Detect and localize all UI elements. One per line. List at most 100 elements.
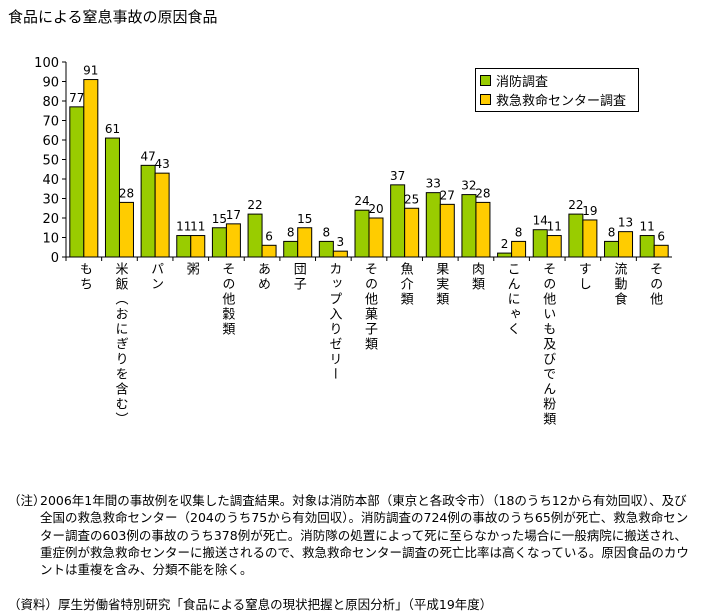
bar (390, 184, 406, 258)
bar (511, 240, 527, 258)
x-tick-label: パン (148, 262, 164, 292)
bar (225, 223, 241, 258)
y-tick-label: 0 (51, 251, 59, 266)
bar (532, 229, 548, 258)
bar (425, 192, 441, 258)
bar (354, 209, 370, 258)
data-label: 77 (69, 91, 84, 105)
data-label: 22 (568, 198, 583, 212)
data-label: 28 (119, 186, 134, 200)
y-tick-label: 80 (42, 95, 59, 110)
data-label: 19 (582, 204, 597, 218)
bar (497, 252, 513, 258)
bar (639, 235, 655, 258)
bar (461, 194, 477, 258)
bar (618, 231, 634, 258)
data-label: 47 (140, 149, 155, 163)
bar (83, 79, 99, 258)
y-tick-label: 20 (42, 212, 59, 227)
data-label: 11 (547, 220, 562, 234)
x-tick-label: 肉類 (468, 262, 484, 292)
data-label: 11 (176, 220, 191, 234)
bar (546, 235, 562, 258)
bar (368, 217, 384, 258)
bar (118, 201, 134, 258)
x-tick-label: その他菓子類 (362, 262, 377, 352)
x-tick-label: その他いも及びでん粉類 (540, 262, 556, 427)
data-label: 37 (390, 169, 405, 183)
legend-label: 救急救命センター調査 (496, 94, 627, 109)
data-label: 17 (226, 208, 241, 222)
x-tick-label: 団子 (290, 262, 306, 292)
y-tick-label: 70 (42, 115, 59, 130)
data-label: 8 (608, 225, 616, 239)
y-tick-label: 10 (42, 232, 59, 247)
bar (190, 235, 206, 258)
data-label: 8 (287, 225, 295, 239)
bar (211, 227, 227, 258)
y-tick-label: 30 (42, 193, 59, 208)
notes-label: （注） (8, 493, 46, 508)
y-tick-label: 50 (42, 154, 59, 169)
data-label: 2 (501, 237, 509, 251)
data-label: 8 (323, 225, 331, 239)
notes-text: 2006年1年間の事故例を収集した調査結果。対象は消防本部（東京と各政令市）（1… (40, 493, 689, 578)
data-label: 28 (475, 186, 490, 200)
x-tick-label: 流動食 (611, 262, 627, 307)
data-label: 43 (154, 157, 169, 171)
legend-item: 救急救命センター調査 (480, 90, 634, 109)
bar (439, 203, 455, 258)
bar (176, 235, 192, 258)
data-label: 15 (212, 212, 227, 226)
data-label: 8 (515, 225, 523, 239)
legend-swatch (480, 75, 491, 86)
data-label: 15 (297, 212, 312, 226)
data-label: 11 (190, 220, 205, 234)
data-label: 13 (618, 216, 633, 230)
x-tick-label: 米飯（おにぎりを含む） (112, 262, 128, 427)
x-tick-label: その他穀類 (219, 262, 235, 337)
data-label: 14 (533, 214, 548, 228)
y-tick-label: 40 (42, 173, 59, 188)
bar (283, 240, 299, 258)
data-label: 22 (247, 198, 262, 212)
data-label: 25 (404, 192, 419, 206)
x-tick-label: こんにゃく (504, 262, 520, 337)
bar (261, 244, 277, 258)
data-label: 6 (657, 229, 665, 243)
x-tick-label: 粥 (183, 262, 199, 277)
x-tick-label: すし (575, 262, 591, 292)
data-label: 91 (83, 64, 98, 78)
data-label: 61 (105, 122, 120, 136)
x-tick-label: カップ入りゼリー (326, 262, 342, 382)
data-label: 33 (426, 177, 441, 191)
data-label: 6 (265, 229, 273, 243)
bar (475, 201, 491, 258)
bar (604, 240, 620, 258)
chart-title: 食品による窒息事故の原因食品 (8, 8, 218, 26)
bar (140, 164, 156, 258)
legend: 消防調査 救急救命センター調査 (475, 68, 639, 112)
bar (653, 244, 669, 258)
notes: （注） 2006年1年間の事故例を収集した調査結果。対象は消防本部（東京と各政令… (8, 492, 695, 578)
bar (332, 250, 348, 258)
y-tick-label: 90 (42, 76, 59, 91)
x-tick-label: あめ (255, 262, 271, 292)
data-label: 3 (337, 235, 345, 249)
data-label: 24 (354, 194, 369, 208)
source: （資料）厚生労働省特別研究「食品による窒息の現状把握と原因分析」（平成19年度） (8, 597, 493, 612)
x-tick-label: 果実類 (433, 262, 449, 307)
bar-chart: 0102030405060708090100779161284743111115… (34, 56, 672, 266)
x-tick-label: その他 (647, 262, 663, 307)
data-label: 27 (440, 188, 455, 202)
y-tick-label: 60 (42, 134, 59, 149)
data-label: 11 (640, 220, 655, 234)
bar (318, 240, 334, 258)
bar (404, 207, 420, 258)
bar (104, 137, 120, 258)
bar (582, 219, 598, 258)
legend-swatch (480, 94, 491, 105)
data-label: 32 (461, 179, 476, 193)
legend-item: 消防調査 (480, 71, 634, 90)
